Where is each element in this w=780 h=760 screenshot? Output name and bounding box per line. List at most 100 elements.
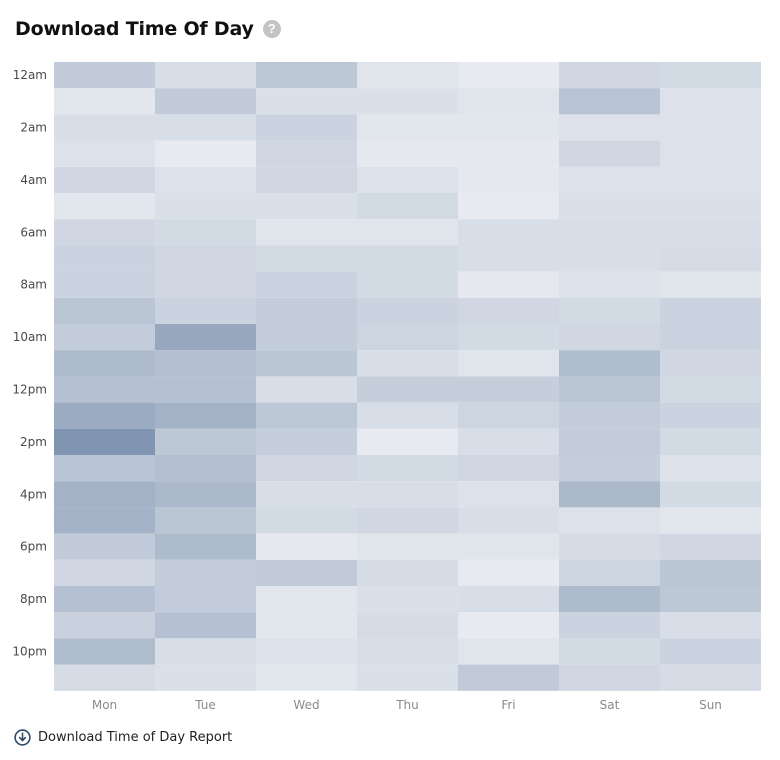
heatmap-cell-sat-12pm <box>559 376 660 403</box>
heatmap-cell-sat-2pm <box>559 428 660 455</box>
y-tick-label-8pm: 8pm <box>20 592 47 606</box>
y-tick-label-4pm: 4pm <box>20 487 47 501</box>
heatmap-cell-wed-9am <box>256 297 357 324</box>
heatmap-cell-sat-8am <box>559 271 660 298</box>
heatmap-cell-fri-9pm <box>458 612 559 639</box>
heatmap-cell-thu-6pm <box>357 533 458 560</box>
heatmap-cell-thu-8pm <box>357 586 458 613</box>
heatmap-cell-sun-7pm <box>660 559 761 586</box>
heatmap-cell-thu-11pm <box>357 664 458 691</box>
heatmap-cell-sun-10pm <box>660 638 761 665</box>
heatmap-cell-sat-8pm <box>559 586 660 613</box>
heatmap-cell-sun-5pm <box>660 507 761 534</box>
heatmap-cell-sun-11pm <box>660 664 761 691</box>
download-report-label: Download Time of Day Report <box>38 730 233 745</box>
heatmap-cell-wed-8pm <box>256 586 357 613</box>
heatmap-cell-tue-3pm <box>155 455 256 482</box>
y-tick-label-10pm: 10pm <box>12 645 47 659</box>
heatmap-cell-tue-9am <box>155 297 256 324</box>
heatmap-cell-wed-2am <box>256 114 357 141</box>
heatmap-cell-mon-10am <box>54 324 155 351</box>
heatmap-cell-sat-6am <box>559 219 660 246</box>
y-tick-label-12pm: 12pm <box>12 383 47 397</box>
x-tick-label-thu: Thu <box>395 698 419 712</box>
heatmap-cell-tue-4am <box>155 166 256 193</box>
heatmap-cell-tue-2am <box>155 114 256 141</box>
heatmap-cell-sat-2am <box>559 114 660 141</box>
x-tick-label-tue: Tue <box>194 698 216 712</box>
heatmap-cell-fri-3am <box>458 140 559 167</box>
heatmap-cell-sun-2am <box>660 114 761 141</box>
heatmap-cell-thu-12am <box>357 62 458 89</box>
heatmap-cell-wed-11am <box>256 350 357 377</box>
y-tick-label-6am: 6am <box>20 225 47 239</box>
heatmap-cell-thu-7pm <box>357 559 458 586</box>
heatmap-cell-mon-2am <box>54 114 155 141</box>
download-report-link[interactable]: Download Time of Day Report <box>14 729 232 746</box>
heatmap-cell-sat-12am <box>559 62 660 89</box>
heatmap-cell-tue-12pm <box>155 376 256 403</box>
heatmap-cell-fri-6am <box>458 219 559 246</box>
heatmap-cell-sun-4am <box>660 166 761 193</box>
heatmap-cell-fri-9am <box>458 297 559 324</box>
heatmap-cell-thu-2am <box>357 114 458 141</box>
x-tick-label-sun: Sun <box>699 698 722 712</box>
heatmap-cell-mon-1pm <box>54 402 155 429</box>
heatmap-cell-mon-11am <box>54 350 155 377</box>
heatmap-cell-sun-12pm <box>660 376 761 403</box>
heatmap-cell-tue-8pm <box>155 586 256 613</box>
heatmap-cell-sat-7am <box>559 245 660 272</box>
heatmap-cell-tue-1am <box>155 88 256 115</box>
heatmap-cell-tue-8am <box>155 271 256 298</box>
heatmap-cell-wed-6am <box>256 219 357 246</box>
heatmap-cell-thu-8am <box>357 271 458 298</box>
heatmap-cell-thu-9pm <box>357 612 458 639</box>
heatmap-cell-tue-4pm <box>155 481 256 508</box>
y-tick-label-8am: 8am <box>20 278 47 292</box>
heatmap-cell-mon-9am <box>54 297 155 324</box>
question-circle-icon[interactable]: ? <box>262 20 281 38</box>
heatmap-cell-thu-7am <box>357 245 458 272</box>
heatmap-cell-sun-4pm <box>660 481 761 508</box>
heatmap-cell-fri-5am <box>458 193 559 220</box>
x-tick-label-fri: Fri <box>501 698 515 712</box>
heatmap-cell-mon-7am <box>54 245 155 272</box>
heatmap-cell-wed-1am <box>256 88 357 115</box>
heatmap-cell-sun-6am <box>660 219 761 246</box>
heatmap-cell-sat-6pm <box>559 533 660 560</box>
heatmap-cell-sun-2pm <box>660 428 761 455</box>
heatmap-cell-sat-11am <box>559 350 660 377</box>
heatmap-cell-thu-4pm <box>357 481 458 508</box>
heatmap-cell-sun-1am <box>660 88 761 115</box>
heatmap-cell-wed-4pm <box>256 481 357 508</box>
heatmap-cell-mon-7pm <box>54 559 155 586</box>
heatmap-cell-thu-10am <box>357 324 458 351</box>
heatmap-cell-mon-6am <box>54 219 155 246</box>
y-tick-label-12am: 12am <box>13 68 47 82</box>
heatmap-cell-wed-9pm <box>256 612 357 639</box>
heatmap-cell-sun-1pm <box>660 402 761 429</box>
heatmap-cell-sun-6pm <box>660 533 761 560</box>
heatmap-cell-mon-4pm <box>54 481 155 508</box>
heatmap-cell-sat-10pm <box>559 638 660 665</box>
heatmap-cell-tue-10pm <box>155 638 256 665</box>
heatmap-cell-tue-2pm <box>155 428 256 455</box>
heatmap-cell-mon-1am <box>54 88 155 115</box>
heatmap-cell-fri-1pm <box>458 402 559 429</box>
heatmap-cell-fri-5pm <box>458 507 559 534</box>
heatmap-cell-mon-6pm <box>54 533 155 560</box>
heatmap-cell-sun-9am <box>660 297 761 324</box>
heatmap-cell-wed-8am <box>256 271 357 298</box>
heatmap-cell-sat-1am <box>559 88 660 115</box>
chart-title: Download Time Of Day <box>15 18 254 40</box>
heatmap-cell-tue-7am <box>155 245 256 272</box>
heatmap-cell-sun-12am <box>660 62 761 89</box>
heatmap-cell-thu-5pm <box>357 507 458 534</box>
heatmap-cell-thu-3am <box>357 140 458 167</box>
heatmap-cell-tue-10am <box>155 324 256 351</box>
heatmap-cell-wed-10pm <box>256 638 357 665</box>
heatmap-cell-mon-9pm <box>54 612 155 639</box>
heatmap-cell-fri-6pm <box>458 533 559 560</box>
download-circle-icon <box>14 729 31 746</box>
heatmap-cell-sun-5am <box>660 193 761 220</box>
